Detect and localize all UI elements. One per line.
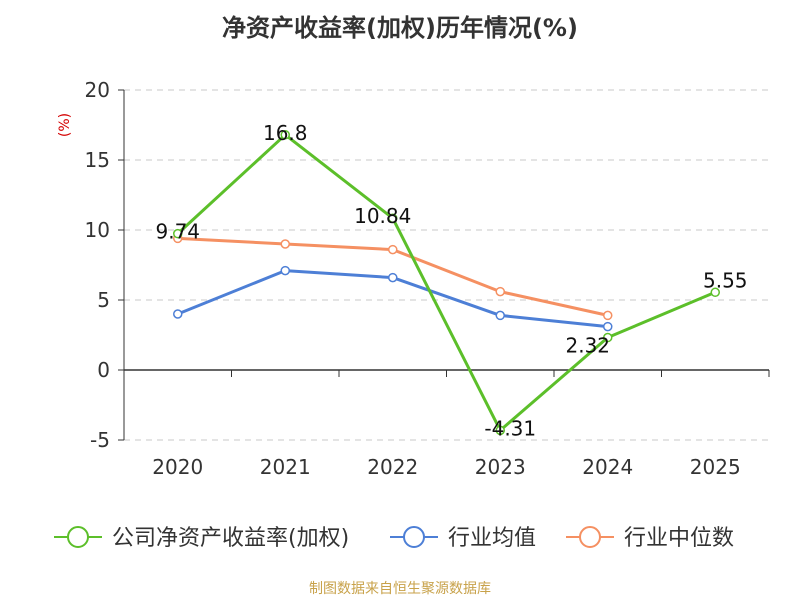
data-point — [603, 310, 613, 321]
data-point — [388, 213, 398, 223]
y-tick-label: 15 — [85, 148, 110, 172]
data-point — [280, 239, 290, 249]
data-point — [710, 287, 720, 298]
x-tick-label: 2025 — [690, 455, 741, 479]
data-label: -4.31 — [484, 416, 536, 440]
data-point — [388, 272, 398, 283]
y-tick-label: 5 — [97, 288, 110, 312]
data-point — [495, 425, 505, 436]
y-tick-label: 0 — [97, 358, 110, 382]
x-tick-label: 2022 — [367, 455, 418, 479]
legend-label: 公司净资产收益率(加权) — [112, 526, 349, 551]
x-tick-label: 2023 — [475, 455, 526, 479]
x-tick-label: 2020 — [152, 455, 203, 479]
y-axis-label: (%) — [57, 113, 73, 137]
data-label: 9.74 — [155, 220, 200, 244]
chart-title: 净资产收益率(加权)历年情况(%) — [222, 14, 578, 42]
data-point — [495, 310, 505, 321]
data-point — [388, 244, 398, 255]
data-point — [495, 286, 505, 297]
data-label: 2.32 — [565, 334, 610, 358]
x-tick-label: 2021 — [260, 455, 311, 479]
legend-marker — [403, 526, 425, 548]
data-point — [603, 321, 613, 332]
data-label: 16.8 — [263, 121, 308, 145]
data-point — [173, 309, 183, 319]
legend-label: 行业均值 — [448, 526, 536, 551]
data-point — [603, 332, 613, 343]
legend-marker — [67, 526, 89, 548]
y-tick-label: 10 — [85, 218, 110, 242]
data-point — [280, 265, 290, 276]
source-note: 制图数据来自恒生聚源数据库 — [309, 581, 491, 597]
data-label: 5.55 — [703, 268, 748, 292]
y-tick-label: 20 — [85, 78, 110, 102]
data-point — [280, 130, 290, 140]
y-tick-label: -5 — [90, 428, 110, 452]
data-label: 10.84 — [354, 204, 411, 228]
series-line — [176, 133, 716, 432]
legend-marker — [579, 526, 601, 548]
legend-label: 行业中位数 — [624, 526, 734, 551]
x-tick-label: 2024 — [582, 455, 633, 479]
data-point — [173, 228, 183, 239]
